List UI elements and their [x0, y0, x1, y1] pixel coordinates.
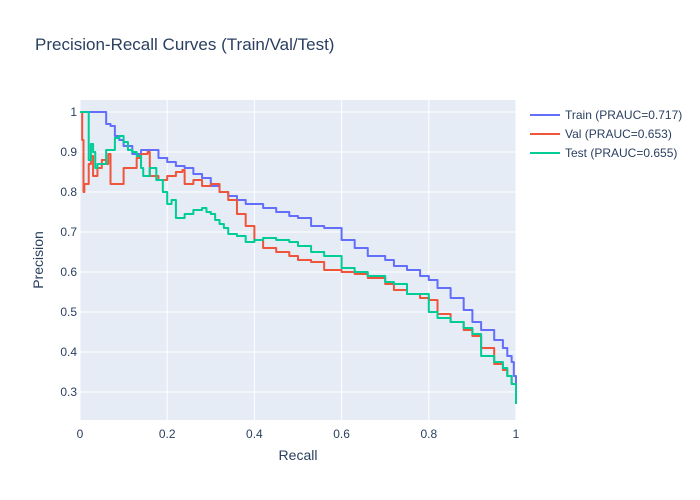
- y-tick-label: 1: [70, 105, 77, 119]
- y-axis-ticks: 0.3 0.4 0.5 0.6 0.7 0.8 0.9 1: [60, 105, 77, 399]
- y-tick-label: 0.8: [60, 185, 77, 199]
- y-tick-label: 0.7: [60, 225, 77, 239]
- legend[interactable]: Train (PRAUC=0.717) Val (PRAUC=0.653) Test…: [530, 108, 682, 160]
- x-tick-label: 0.6: [333, 427, 350, 441]
- x-tick-label: 0.4: [246, 427, 263, 441]
- legend-label: Train (PRAUC=0.717): [565, 108, 682, 122]
- chart-title: Precision-Recall Curves (Train/Val/Test): [35, 35, 334, 54]
- x-axis-ticks: 0 0.2 0.4 0.6 0.8 1: [77, 427, 520, 441]
- legend-item-0[interactable]: Train (PRAUC=0.717): [530, 108, 682, 122]
- x-axis-label: Recall: [279, 447, 318, 463]
- legend-label: Val (PRAUC=0.653): [565, 127, 672, 141]
- x-tick-label: 0: [77, 427, 84, 441]
- x-tick-label: 0.2: [159, 427, 176, 441]
- series-line-2: [80, 111, 517, 404]
- x-tick-label: 0.8: [420, 427, 437, 441]
- y-tick-label: 0.5: [60, 305, 77, 319]
- legend-label: Test (PRAUC=0.655): [565, 146, 677, 160]
- x-tick-label: 1: [513, 427, 520, 441]
- gridlines: [79, 100, 517, 420]
- y-tick-label: 0.3: [60, 385, 77, 399]
- legend-item-1[interactable]: Val (PRAUC=0.653): [530, 127, 672, 141]
- y-tick-label: 0.9: [60, 145, 77, 159]
- y-axis-label: Precision: [30, 231, 46, 289]
- y-tick-label: 0.6: [60, 265, 77, 279]
- y-tick-label: 0.4: [60, 345, 77, 359]
- legend-item-2[interactable]: Test (PRAUC=0.655): [530, 146, 677, 160]
- series-line-0: [80, 111, 517, 396]
- series-layer: [80, 111, 517, 404]
